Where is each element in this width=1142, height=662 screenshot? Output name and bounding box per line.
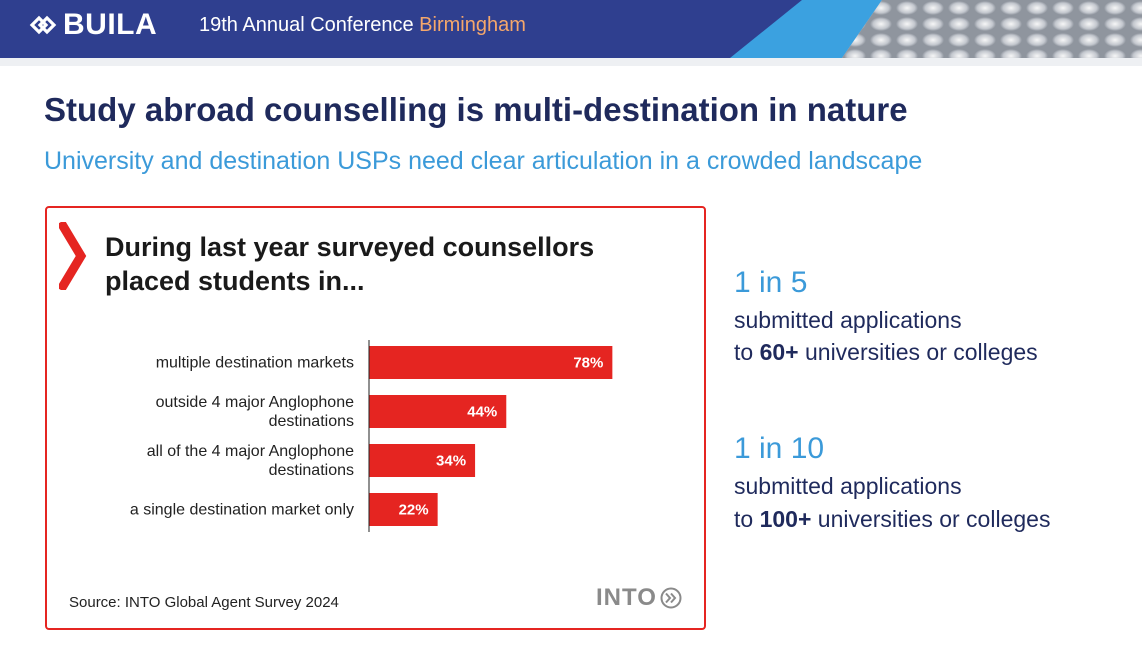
bar (369, 346, 613, 379)
source-note: Source: INTO Global Agent Survey 2024 (69, 594, 339, 611)
bar (369, 444, 476, 477)
bar-value-label: 78% (573, 355, 603, 372)
conference-title: 19th Annual Conference Birmingham (199, 13, 526, 37)
bar-chart: 78% multiple destination markets 44% outsid… (130, 340, 613, 532)
buila-logo-icon (29, 15, 57, 35)
category-label: a single destination market only (130, 502, 354, 519)
chart-card: During last year surveyed counsellors pl… (45, 206, 706, 630)
category-label: destinations (269, 462, 354, 479)
stat-1-suffix: universities or colleges (798, 339, 1038, 365)
chevron-right-icon (59, 222, 87, 290)
logo-text: BUILA (63, 8, 158, 41)
buila-logo: BUILA (28, 10, 157, 40)
conference-city: Birmingham (419, 14, 526, 36)
into-logo-text: INTO (596, 584, 657, 611)
stat-1-number: 60+ (759, 339, 799, 365)
category-label: destinations (269, 413, 354, 430)
stat-1-prefix: to (734, 339, 760, 365)
stat-2-headline: 1 in 10 (734, 432, 825, 465)
category-label: multiple destination markets (156, 355, 354, 372)
into-logo: INTO (596, 584, 682, 612)
chart-title: During last year surveyed counsellors pl… (105, 232, 595, 296)
bar-value-label: 22% (399, 502, 429, 519)
stat-1-line1: submitted applications (734, 307, 962, 333)
slide-subtitle: University and destination USPs need cle… (44, 147, 923, 175)
stat-2-line2: to 100+ universities or colleges (734, 504, 1050, 534)
double-chevron-icon (660, 587, 682, 609)
category-label: outside 4 major Anglophone (156, 394, 354, 411)
conference-name: 19th Annual Conference (199, 14, 414, 36)
banner-facade-image (842, 0, 1142, 58)
stat-2-line1: submitted applications (734, 473, 962, 499)
slide-title: Study abroad counselling is multi-destin… (44, 91, 908, 128)
stat-1-headline: 1 in 5 (734, 266, 808, 299)
bar (369, 493, 438, 526)
bar-value-label: 34% (436, 453, 466, 470)
stat-2-number: 100+ (759, 506, 812, 532)
stat-1-line2: to 60+ universities or colleges (734, 337, 1038, 367)
stat-2-prefix: to (734, 506, 760, 532)
header-banner: BUILA 19th Annual Conference Birmingham (0, 0, 1142, 58)
stat-2-suffix: universities or colleges (811, 506, 1051, 532)
header-underline (0, 58, 1142, 66)
bar-value-label: 44% (467, 404, 497, 421)
bar (369, 395, 507, 428)
category-label: all of the 4 major Anglophone (147, 443, 354, 460)
